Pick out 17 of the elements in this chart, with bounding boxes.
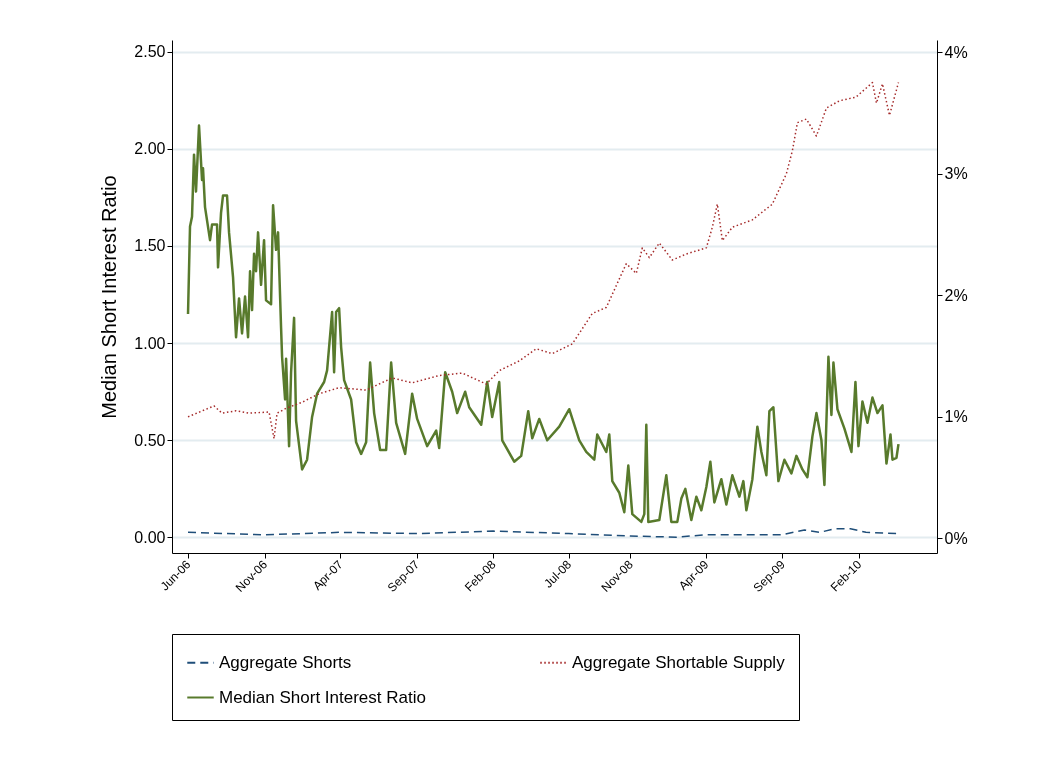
legend-label: Aggregate Shortable Supply — [572, 652, 786, 672]
legend-label: Aggregate Shorts — [219, 652, 352, 672]
y-tick-label: 0.00 — [134, 528, 166, 546]
legend-label: Median Short Interest Ratio — [219, 687, 426, 707]
y2-tick-label: 2% — [944, 286, 968, 304]
line-series — [187, 81, 900, 440]
line-series — [186, 124, 900, 524]
y-tick-label: 2.00 — [134, 140, 166, 158]
y2-tick-label: 1% — [944, 408, 968, 426]
y-tick-label: 1.50 — [134, 237, 166, 255]
y-tick-label: 1.00 — [134, 334, 166, 352]
y2-tick-label: 0% — [944, 529, 968, 547]
y-tick-label: 0.50 — [134, 431, 166, 449]
y-axis-title: Median Short Interest Ratio — [98, 175, 121, 419]
y2-tick-label: 3% — [944, 165, 968, 183]
y2-tick-label: 4% — [944, 43, 968, 61]
y-tick-label: 2.50 — [134, 43, 166, 61]
